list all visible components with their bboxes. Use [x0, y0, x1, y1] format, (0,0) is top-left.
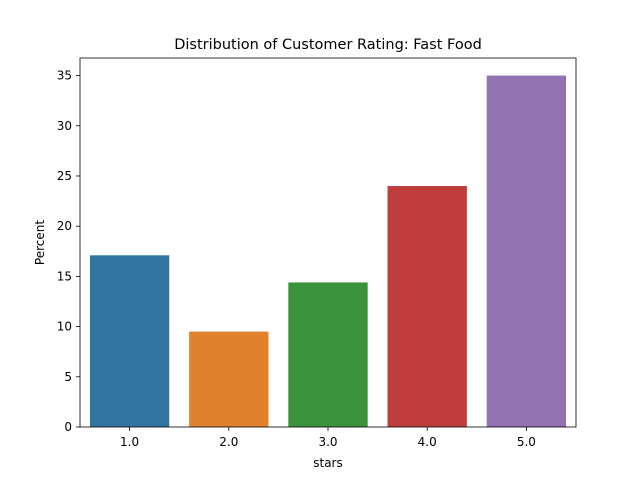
y-tick-label: 35	[57, 69, 72, 83]
y-tick-label: 30	[57, 119, 72, 133]
bar-5.0	[486, 75, 567, 428]
plot-frame	[79, 57, 577, 428]
x-axis-label: stars	[313, 456, 343, 470]
bar-4.0	[387, 186, 467, 427]
y-tick-label: 10	[57, 320, 72, 334]
bar-2.0	[189, 331, 269, 427]
y-axis-label: Percent	[33, 220, 47, 265]
y-axis-ticks: 0 5 10 15 20 25 30 35	[57, 69, 80, 434]
x-tick-label: 4.0	[418, 435, 437, 449]
y-tick-label: 25	[57, 169, 72, 183]
bars-group	[89, 75, 567, 428]
bar-1.0	[89, 255, 170, 427]
x-tick-label: 3.0	[318, 435, 337, 449]
y-tick-label: 20	[57, 219, 72, 233]
x-axis-ticks: 1.0 2.0 3.0 4.0 5.0	[120, 427, 536, 449]
y-tick-label: 15	[57, 269, 72, 283]
chart-title: Distribution of Customer Rating: Fast Fo…	[174, 37, 482, 53]
bar-3.0	[288, 282, 368, 427]
y-tick-label: 5	[64, 370, 72, 384]
x-tick-label: 2.0	[219, 435, 238, 449]
y-tick-label: 0	[64, 420, 72, 434]
x-tick-label: 5.0	[517, 435, 536, 449]
x-tick-label: 1.0	[120, 435, 139, 449]
